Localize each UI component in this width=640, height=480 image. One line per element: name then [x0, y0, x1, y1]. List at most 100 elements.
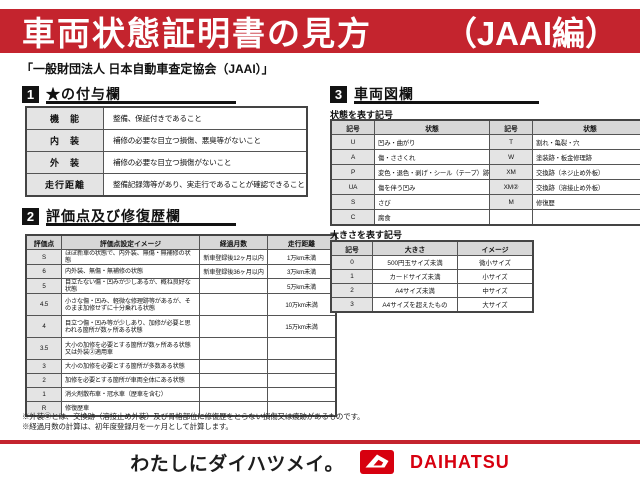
cell-symbol: 2 [330, 283, 373, 298]
cell-months: 新車登録後12ヶ月以内 [199, 249, 268, 265]
table-row: UA 傷を伴う凹み XM② 交換跡（溶接止め外板） [330, 179, 640, 195]
footnote-line: ※経過月数の計算は、初年度登録月を一ヶ月として計算します。 [22, 421, 233, 431]
cell-symbol: UA [330, 179, 375, 195]
cell-score: 3 [25, 359, 62, 374]
cell-symbol: 3 [330, 297, 373, 313]
evaluation-score-table: 評価点 評価点設定イメージ 経過月数 走行距離 S ほぼ新車の状態で、内外装、無… [25, 234, 337, 417]
page-title-edition: （JAAI編） [443, 15, 618, 52]
cell-desc: 修復歴車 [61, 401, 200, 417]
state-symbols-table: 記号 状態 記号 状態 U 凹み・曲がり T 割れ・亀裂・穴 A 傷・ささくれ … [330, 119, 640, 226]
table-row: S ほぼ新車の状態で、内外装、無傷・無補修の状態 新車登録後12ヶ月以内 1万k… [25, 249, 337, 265]
cell-size: A4サイズを超えたもの [372, 297, 458, 313]
cell-mileage [267, 401, 337, 417]
row-desc: 補修の必要な目立つ損傷、悪臭等がないこと [103, 129, 308, 152]
footer: わたしにダイハツメイ。 DAIHATSU [0, 447, 640, 477]
size-symbols-label: 大きさを表す記号 [330, 230, 403, 240]
row-desc: 整備記録簿等があり、実走行であることが確認できること [103, 173, 308, 197]
table-row: 3 大小の加修を必要とする箇所が多数ある状態 [25, 359, 337, 374]
section2-header: 2 評価点及び修復歴欄 [22, 206, 181, 226]
row-label: 外 装 [25, 151, 104, 174]
cell-state: さび [374, 194, 490, 210]
table-row: 1 カードサイズ未満 小サイズ [330, 269, 534, 284]
cell-symbol: A [330, 149, 375, 165]
cell-mileage: 3万km未満 [267, 264, 337, 279]
section1-title: ★の付与欄 [46, 86, 121, 102]
cell-months [199, 337, 268, 360]
cell-mileage: 15万km未満 [267, 315, 337, 338]
footer-divider [0, 440, 640, 444]
cell-desc: 大小の加修を必要とする箇所が数ヶ所ある状態又は外装②適用車 [61, 337, 200, 360]
cell-state: 腐食 [374, 209, 490, 226]
col-header-mileage: 走行距離 [267, 234, 337, 250]
row-label: 内 装 [25, 129, 104, 152]
cell-months [199, 373, 268, 388]
col-header-size: 大きさ [372, 240, 458, 256]
table-row: R 修復歴車 [25, 401, 337, 417]
table-row: 2 A4サイズ未満 中サイズ [330, 283, 534, 298]
cell-state: 割れ・亀裂・穴 [532, 134, 640, 150]
cell-symbol: S [330, 194, 375, 210]
table-header-row: 記号 状態 記号 状態 [330, 119, 640, 135]
cell-symbol: U [330, 134, 375, 150]
section2-underline [46, 223, 236, 226]
col-header-symbol: 記号 [330, 240, 373, 256]
cell-state: 凹み・曲がり [374, 134, 490, 150]
row-label: 機 能 [25, 106, 104, 130]
section1-number-badge: 1 [22, 85, 39, 103]
cell-state-empty [532, 209, 640, 226]
cell-symbol: XM [489, 164, 533, 180]
table-header-row: 評価点 評価点設定イメージ 経過月数 走行距離 [25, 234, 337, 250]
cell-state: 傷・ささくれ [374, 149, 490, 165]
section1-header: 1 ★の付与欄 [22, 84, 121, 104]
cell-symbol: C [330, 209, 375, 226]
cell-mileage: 1万km未満 [267, 249, 337, 265]
cell-months [199, 315, 268, 338]
cell-months: 新車登録後36ヶ月以内 [199, 264, 268, 279]
cell-months [199, 401, 268, 417]
section3-underline [354, 101, 539, 104]
cell-desc: 加修を必要とする箇所が車両全体にある状態 [61, 373, 200, 388]
cell-months [199, 387, 268, 402]
cell-score: 1 [25, 387, 62, 402]
cell-state: 傷を伴う凹み [374, 179, 490, 195]
cell-score: 4.5 [25, 293, 62, 316]
cell-state: 修復歴 [532, 194, 640, 210]
table-row: 3 A4サイズを超えたもの 大サイズ [330, 297, 534, 313]
table-row: 走行距離 整備記録簿等があり、実走行であることが確認できること [25, 173, 308, 197]
table-row: P 変色・退色・剥げ・シール（テープ）跡 XM 交換跡（ネジ止め外板） [330, 164, 640, 180]
cell-mileage [267, 337, 337, 360]
cell-size: カードサイズ未満 [372, 269, 458, 284]
col-header-symbol: 記号 [330, 119, 375, 135]
cell-score: 5 [25, 278, 62, 294]
row-desc: 補修の必要な目立つ損傷がないこと [103, 151, 308, 174]
slogan-text: わたしにダイハツメイ。 [130, 453, 345, 475]
table-row: S さび M 修復歴 [330, 194, 640, 210]
cell-image: 小サイズ [457, 269, 534, 284]
table-row: 1 消火剤散布車・冠水車（歴車を含む） [25, 387, 337, 402]
table-row: 5 目立たない傷・凹みが少しあるが、概ね良好な状態 5万km未満 [25, 278, 337, 294]
col-header-symbol: 記号 [489, 119, 533, 135]
organization-subtitle: 「一般財団法人 日本自動車査定協会（JAAI）」 [21, 62, 274, 76]
cell-desc: 小さな傷・凹み、軽微な修理跡等があるが、そのまま加修せずに十分乗れる状態 [61, 293, 200, 316]
cell-score: 2 [25, 373, 62, 388]
table-row: 3.5 大小の加修を必要とする箇所が数ヶ所ある状態又は外装②適用車 [25, 337, 337, 360]
cell-symbol: XM② [489, 179, 533, 195]
cell-mileage [267, 387, 337, 402]
state-symbols-label: 状態を表す記号 [330, 110, 394, 120]
table-row: C 腐食 [330, 209, 640, 226]
table-row: A 傷・ささくれ W 塗装跡・板金修理跡 [330, 149, 640, 165]
table-row: U 凹み・曲がり T 割れ・亀裂・穴 [330, 134, 640, 150]
cell-symbol: W [489, 149, 533, 165]
col-header-image: イメージ [457, 240, 534, 256]
row-desc: 整備、保証付きであること [103, 106, 308, 130]
cell-score: S [25, 249, 62, 265]
col-header-state: 状態 [532, 119, 640, 135]
cell-desc: 目立つ傷・凹み等が少しあり、加修が必要と思われる箇所が数ヶ所ある状態 [61, 315, 200, 338]
cell-size: 500円玉サイズ未満 [372, 255, 458, 270]
cell-months [199, 293, 268, 316]
cell-symbol: 0 [330, 255, 373, 270]
cell-score: 3.5 [25, 337, 62, 360]
col-header-months: 経過月数 [199, 234, 268, 250]
cell-desc: 目立たない傷・凹みが少しあるが、概ね良好な状態 [61, 278, 200, 294]
